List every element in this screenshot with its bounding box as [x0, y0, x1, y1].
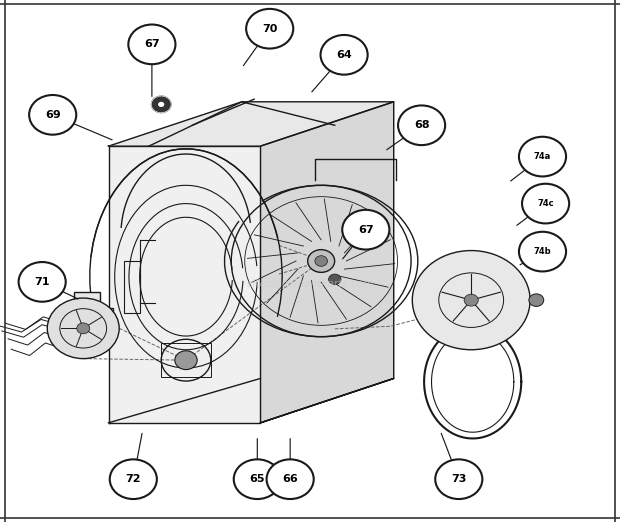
- Circle shape: [234, 459, 281, 499]
- Circle shape: [47, 298, 119, 359]
- Text: 70: 70: [262, 23, 277, 34]
- FancyBboxPatch shape: [124, 261, 140, 313]
- Circle shape: [522, 184, 569, 223]
- Circle shape: [315, 256, 327, 266]
- Text: 73: 73: [451, 474, 466, 484]
- FancyBboxPatch shape: [74, 292, 100, 308]
- Circle shape: [128, 25, 175, 64]
- Text: 74b: 74b: [534, 247, 551, 256]
- Text: 71: 71: [35, 277, 50, 287]
- Polygon shape: [260, 102, 394, 423]
- Text: 67: 67: [144, 39, 160, 50]
- Circle shape: [308, 250, 335, 272]
- Circle shape: [77, 323, 90, 334]
- Text: 66: 66: [282, 474, 298, 484]
- Text: 74a: 74a: [534, 152, 551, 161]
- Circle shape: [321, 35, 368, 75]
- Circle shape: [529, 294, 544, 306]
- Circle shape: [246, 9, 293, 49]
- Text: 69: 69: [45, 110, 61, 120]
- Polygon shape: [108, 146, 260, 423]
- Circle shape: [158, 102, 164, 107]
- Text: 64: 64: [336, 50, 352, 60]
- Circle shape: [519, 137, 566, 176]
- FancyBboxPatch shape: [67, 308, 113, 342]
- Circle shape: [151, 96, 171, 113]
- Text: 72: 72: [125, 474, 141, 484]
- Circle shape: [342, 210, 389, 250]
- Circle shape: [175, 351, 197, 370]
- Circle shape: [464, 294, 478, 306]
- Text: 65: 65: [249, 474, 265, 484]
- Polygon shape: [108, 102, 394, 146]
- Circle shape: [267, 459, 314, 499]
- Circle shape: [19, 262, 66, 302]
- Text: 74c: 74c: [538, 199, 554, 208]
- Text: 68: 68: [414, 120, 430, 130]
- Circle shape: [110, 459, 157, 499]
- Text: 67: 67: [358, 224, 374, 235]
- Circle shape: [329, 274, 341, 284]
- Circle shape: [29, 95, 76, 135]
- Circle shape: [519, 232, 566, 271]
- Polygon shape: [260, 378, 394, 423]
- Circle shape: [435, 459, 482, 499]
- Text: eReplacementParts.com: eReplacementParts.com: [246, 279, 374, 290]
- Circle shape: [398, 105, 445, 145]
- Circle shape: [412, 251, 530, 350]
